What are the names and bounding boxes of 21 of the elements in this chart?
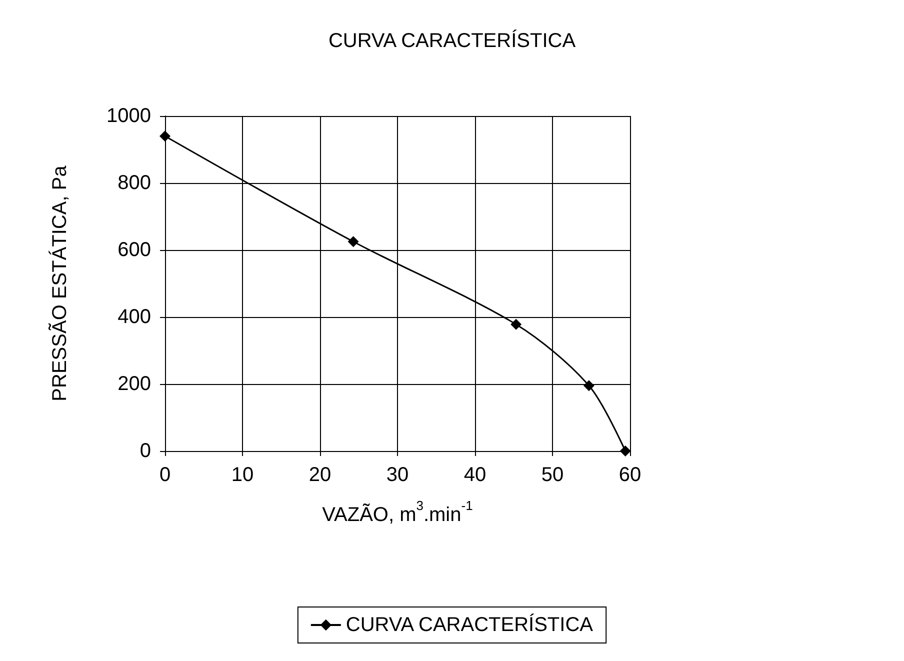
point [620,446,631,456]
y-axis-title: PRESSÃO ESTÁTICA, Pa [48,164,71,402]
y-tick-label: 0 [140,440,151,462]
y-tick-label: 200 [118,373,151,395]
x-tick-label: 0 [159,464,171,486]
y-tick-label: 400 [118,306,151,328]
point [348,236,359,248]
x-tick-label: 50 [541,464,564,486]
x-tick-label: 40 [464,464,486,486]
y-tick-label: 600 [118,239,151,261]
x-tick-label: 10 [231,464,254,486]
y-tick-label: 800 [118,172,151,194]
point [583,380,594,392]
x-tick-label: 20 [308,464,332,486]
chart-title: CURVA CARACTERÍSTICA [328,29,576,52]
y-tick-label: 1000 [106,105,151,127]
legend-label: CURVA CARACTERÍSTICA [346,613,594,636]
point [160,130,170,142]
x-tick-label: 60 [618,464,642,486]
point [510,318,522,330]
x-tick-label: 30 [386,464,409,486]
